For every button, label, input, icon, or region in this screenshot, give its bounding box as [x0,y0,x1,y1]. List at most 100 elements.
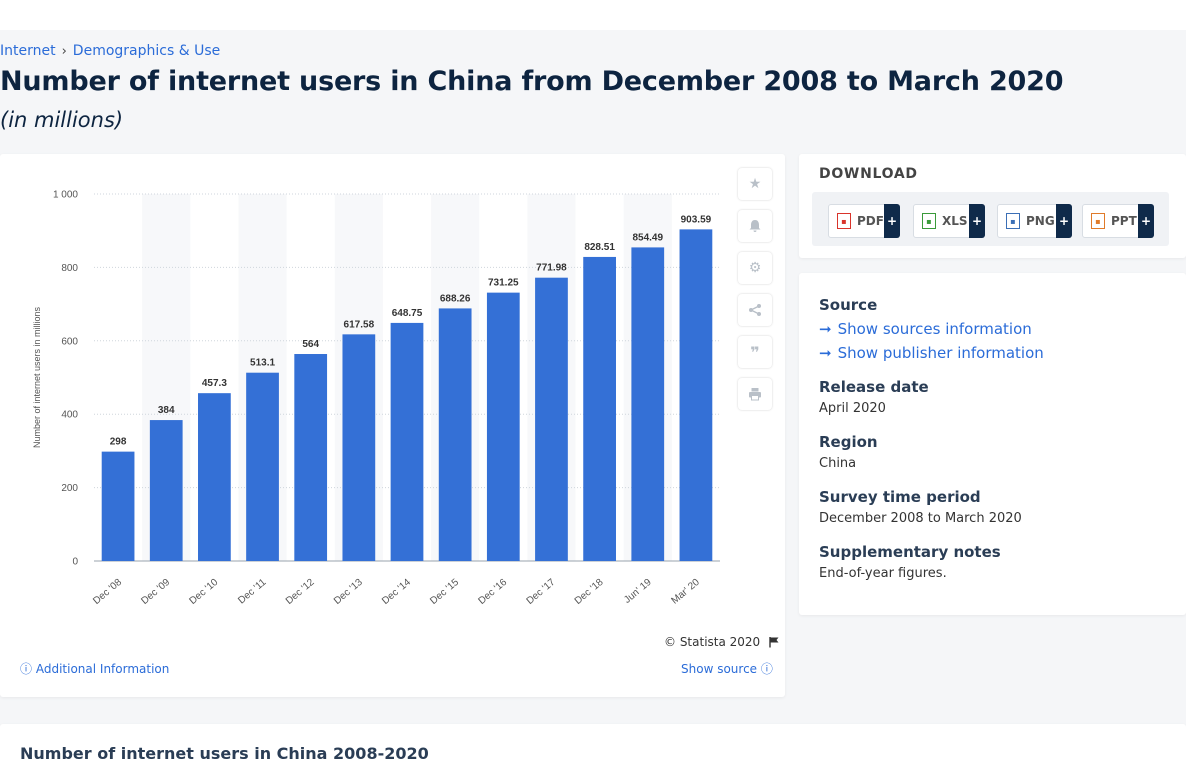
png-file-icon: ▪ [1006,213,1020,229]
download-card: DOWNLOAD ▪ PDF + ▪ XLS + ▪ PNG + ▪ PPT + [799,154,1186,258]
data-label: 513.1 [250,358,275,369]
info-card: Source ➞ Show sources information ➞ Show… [799,273,1186,615]
share-button[interactable] [738,294,772,326]
breadcrumb-separator: › [61,43,67,59]
cite-button[interactable]: ❞ [738,336,772,368]
png-plus-button[interactable]: + [1056,204,1072,238]
breadcrumb: Internet › Demographics & Use [0,43,220,59]
x-tick-label: Dec '16 [476,577,509,607]
xls-label: XLS [942,214,968,228]
print-icon [749,388,761,401]
star-icon: ★ [748,176,762,192]
ppt-plus-button[interactable]: + [1138,204,1154,238]
release-date-value: April 2020 [819,401,886,416]
copyright-text: © Statista 2020 [664,635,761,649]
y-tick-label: 0 [72,557,78,568]
arrow-right-icon: ➞ [819,320,832,338]
bar [390,322,424,561]
x-tick-label: Dec '15 [428,577,461,607]
x-tick-label: Mar' 20 [669,577,702,607]
x-tick-label: Dec '14 [380,577,413,607]
download-png-button[interactable]: ▪ PNG + [997,204,1072,238]
bar [342,334,376,561]
bar [486,292,520,561]
supplementary-notes-value: End-of-year figures. [819,566,947,581]
pdf-label: PDF [857,214,884,228]
settings-button[interactable]: ⚙ [738,252,772,284]
bottom-card: Number of internet users in China 2008-2… [0,724,1186,760]
download-buttons: ▪ PDF + ▪ XLS + ▪ PNG + ▪ PPT + [812,192,1169,246]
y-axis-label: Number of internet users in millions [32,306,42,448]
pdf-plus-button[interactable]: + [884,204,900,238]
x-tick-label: Dec '18 [573,577,606,607]
top-bar [0,0,1186,30]
print-button[interactable] [738,378,772,410]
x-tick-label: Dec '13 [332,577,365,607]
breadcrumb-demographics[interactable]: Demographics & Use [72,43,221,59]
pdf-file-icon: ▪ [837,213,851,229]
xls-file-icon: ▪ [922,213,936,229]
show-source-link[interactable]: Show source ⓘ [681,660,773,677]
bar [631,247,665,561]
bar-chart: 0 200 400 600 800 1 000 Number of internet use… [32,190,720,607]
show-publisher-link[interactable]: ➞ Show publisher information [819,344,1044,362]
x-tick-label: Dec '09 [139,577,172,607]
info-icon: ⓘ [20,662,33,676]
bar [679,229,713,561]
data-label: 688.26 [440,293,471,304]
data-label: 903.59 [681,214,712,225]
show-sources-link[interactable]: ➞ Show sources information [819,320,1032,338]
release-date-heading: Release date [819,378,929,396]
share-icon [749,304,761,316]
x-tick-label: Dec '10 [188,577,221,607]
data-label: 828.51 [584,242,615,253]
page-subtitle: (in millions) [0,108,124,132]
download-ppt-button[interactable]: ▪ PPT + [1082,204,1154,238]
survey-period-heading: Survey time period [819,488,981,506]
download-pdf-button[interactable]: ▪ PDF + [828,204,900,238]
region-heading: Region [819,433,878,451]
data-label: 731.25 [488,278,519,289]
page-title: Number of internet users in China from D… [0,66,1064,97]
bar [149,420,183,561]
chart-toolbar: ★ ⚙ ❞ [738,168,772,410]
survey-period-value: December 2008 to March 2020 [819,511,1022,526]
ppt-file-icon: ▪ [1091,213,1105,229]
x-tick-label: Dec '08 [91,577,124,607]
region-value: China [819,456,857,471]
flag-icon[interactable] [768,636,780,648]
gear-icon: ⚙ [748,260,762,276]
y-tick-label: 600 [61,336,78,347]
bar [246,372,279,561]
bar [535,277,568,561]
bar [438,308,472,561]
bar [198,393,231,561]
x-tick-label: Dec '17 [525,577,558,607]
quote-icon: ❞ [750,342,760,362]
ppt-label: PPT [1111,214,1137,228]
arrow-right-icon: ➞ [819,344,832,362]
bell-icon [749,220,761,232]
x-tick-label: Jun' 19 [622,577,654,606]
breadcrumb-internet[interactable]: Internet [0,43,56,59]
show-source-label: Show source [681,662,758,676]
y-tick-label: 400 [61,410,78,421]
x-tick-label: Dec '11 [236,577,269,607]
show-publisher-label: Show publisher information [837,344,1044,362]
download-title: DOWNLOAD [819,166,918,182]
notification-button[interactable] [738,210,772,242]
bar [294,354,328,561]
y-tick-label: 800 [61,263,78,274]
bar [583,256,616,561]
download-xls-button[interactable]: ▪ XLS + [913,204,985,238]
copyright-notice: © Statista 2020 [664,635,780,649]
data-label: 298 [110,437,127,448]
y-tick-label: 200 [61,483,78,494]
favorite-button[interactable]: ★ [738,168,772,200]
data-label: 457.3 [202,378,227,389]
data-label: 854.49 [632,232,663,243]
data-label: 617.58 [344,319,375,330]
additional-information-link[interactable]: ⓘ Additional Information [20,660,169,677]
xls-plus-button[interactable]: + [969,204,985,238]
png-label: PNG [1026,214,1055,228]
